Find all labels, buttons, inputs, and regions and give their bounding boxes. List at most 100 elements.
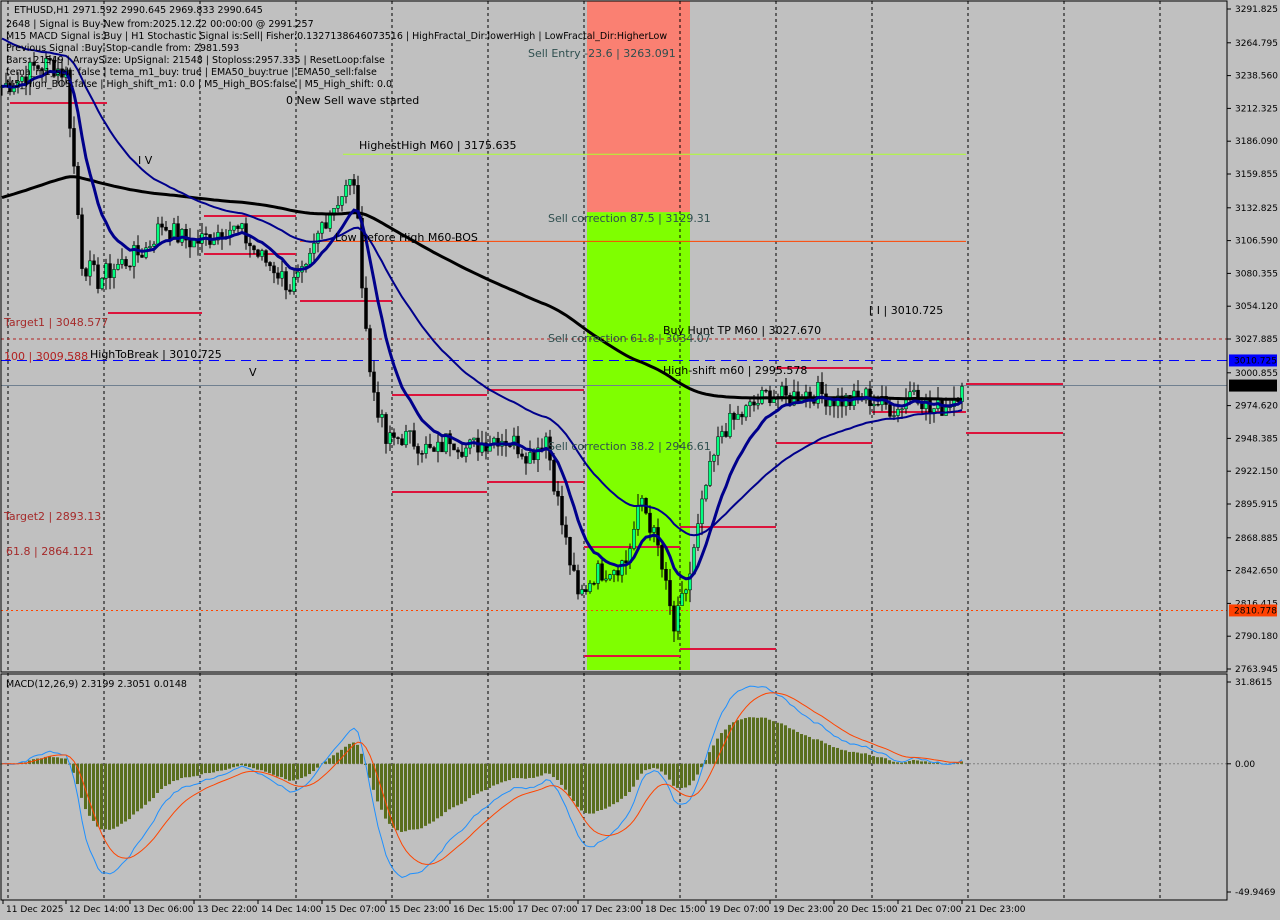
macd-histogram-bar xyxy=(564,763,567,790)
macd-histogram-bar xyxy=(928,762,931,764)
macd-histogram-bar xyxy=(252,763,255,769)
macd-histogram-bar xyxy=(652,763,655,768)
macd-histogram-bar xyxy=(452,763,455,808)
time-tick-label: 13 Dec 22:00 xyxy=(197,905,258,915)
macd-histogram-bar xyxy=(332,755,335,764)
macd-histogram-bar xyxy=(780,723,783,764)
candle-body xyxy=(600,563,604,581)
macd-histogram-bar xyxy=(620,763,623,799)
candle-body xyxy=(676,605,680,632)
macd-histogram-bar xyxy=(576,763,579,807)
macd-histogram-bar xyxy=(228,763,231,769)
candle-body xyxy=(164,226,168,231)
candle-body xyxy=(424,443,428,454)
macd-histogram-bar xyxy=(432,763,435,822)
price-tick-label: 3106.590 xyxy=(1235,237,1278,247)
sell-zone xyxy=(587,1,690,213)
macd-histogram-bar xyxy=(180,763,183,779)
macd-histogram-bar xyxy=(760,717,763,764)
macd-histogram-bar xyxy=(316,763,319,768)
candle-body xyxy=(472,437,476,441)
macd-histogram-bar xyxy=(484,763,487,791)
macd-histogram-bar xyxy=(820,740,823,764)
candle-body xyxy=(76,165,80,215)
macd-histogram-bar xyxy=(132,763,135,815)
macd-histogram-bar xyxy=(532,763,535,778)
macd-histogram-bar xyxy=(508,763,511,781)
macd-histogram-bar xyxy=(768,719,771,764)
macd-histogram-bar xyxy=(656,763,659,769)
macd-histogram-bar xyxy=(868,754,871,764)
info-line-4: Bars: 21549 | ArraySize: UpSignal: 21548… xyxy=(6,55,385,66)
macd-histogram-bar xyxy=(276,763,279,777)
macd-pane-frame xyxy=(0,673,1228,901)
macd-histogram-bar xyxy=(312,763,315,772)
macd-histogram-bar xyxy=(380,763,383,810)
macd-tick-label: 0.00 xyxy=(1235,760,1255,770)
candle-body xyxy=(512,435,516,446)
macd-histogram-bar xyxy=(44,756,47,764)
price-tick-label: 3080.355 xyxy=(1235,269,1278,279)
macd-histogram-bar xyxy=(764,717,767,764)
macd-histogram-bar xyxy=(604,763,607,809)
macd-histogram-bar xyxy=(884,758,887,764)
macd-histogram-bar xyxy=(224,763,227,770)
candle-body xyxy=(108,263,112,278)
candle-body xyxy=(252,245,256,251)
macd-histogram-bar xyxy=(204,763,207,774)
candle-body xyxy=(412,430,416,447)
candle-body xyxy=(856,390,860,397)
candle-body xyxy=(96,264,100,289)
macd-histogram-bar xyxy=(288,763,291,781)
candle-body xyxy=(152,243,156,247)
candle-body xyxy=(216,232,220,241)
macd-histogram-bar xyxy=(872,756,875,764)
target1-label: Target1 | 3048.577 xyxy=(3,316,108,329)
price-tick-label: 2790.180 xyxy=(1235,632,1278,642)
macd-histogram-bar xyxy=(304,763,307,777)
candle-body xyxy=(32,61,36,66)
macd-histogram-bar xyxy=(184,763,187,778)
macd-histogram-bar xyxy=(936,762,939,764)
macd-histogram-bar xyxy=(640,763,643,774)
macd-histogram-bar xyxy=(504,763,507,782)
candle-body xyxy=(20,76,24,82)
candle-body xyxy=(340,196,344,206)
correction-zone xyxy=(587,212,690,670)
candle-body xyxy=(744,405,748,418)
macd-histogram-bar xyxy=(368,763,371,778)
macd-histogram-bar xyxy=(736,720,739,764)
candle-body xyxy=(708,461,712,486)
macd-histogram-bar xyxy=(560,763,563,785)
candle-body xyxy=(160,223,164,228)
candle-body xyxy=(92,260,96,266)
price-tick-label: 3027.885 xyxy=(1235,335,1278,345)
time-tick-label: 12 Dec 14:00 xyxy=(69,905,130,915)
macd-histogram-bar xyxy=(860,753,863,764)
candle-body xyxy=(416,446,420,454)
macd-histogram-bar xyxy=(784,725,787,764)
macd-histogram-bar xyxy=(176,763,179,781)
time-tick-label: 20 Dec 15:00 xyxy=(837,905,898,915)
info-line-2: M15 MACD Signal is:Buy | H1 Stochastic S… xyxy=(6,31,667,42)
candle-body xyxy=(464,447,468,457)
macd-histogram-bar xyxy=(360,753,363,764)
candle-body xyxy=(376,392,380,418)
macd-histogram-bar xyxy=(340,749,343,764)
candle-body xyxy=(364,287,368,329)
macd-histogram-bar xyxy=(584,763,587,813)
macd-histogram-bar xyxy=(104,763,107,830)
candle-body xyxy=(312,243,316,254)
macd-histogram-bar xyxy=(196,763,199,776)
macd-histogram-bar xyxy=(556,763,559,780)
macd-histogram-bar xyxy=(732,722,735,764)
macd-histogram-bar xyxy=(892,761,895,764)
macd-histogram-bar xyxy=(480,763,483,792)
macd-histogram-bar xyxy=(376,763,379,802)
candle-body xyxy=(608,574,612,580)
macd-histogram-bar xyxy=(168,763,171,785)
candle-body xyxy=(640,498,644,506)
candle-body xyxy=(296,271,300,278)
candle-body xyxy=(736,413,740,420)
